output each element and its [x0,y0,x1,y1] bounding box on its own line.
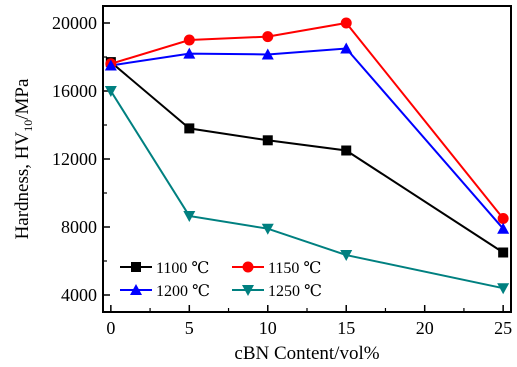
series-line-3 [110,47,504,230]
series-lines [109,21,504,290]
axis-tick-labels: 0 5 10 15 20 25 4000 8000 12000 16000 20000 [52,13,512,338]
series-line-1 [110,61,504,254]
series-3-point [261,48,274,60]
series-markers [104,17,510,295]
y-axis-title-suffix: /MPa [12,78,33,120]
legend-marker [130,284,142,295]
series-3-point [497,222,510,234]
legend-marker [242,261,254,273]
x-tick-label: 25 [494,318,512,338]
series-4-point [497,283,510,295]
legend-label: 1100 ℃ [156,260,209,277]
series-4-point [104,86,117,97]
legend-item-4: 1250 ℃ [232,283,322,300]
series-3-point [104,59,117,71]
y-tick-label: 8000 [61,217,97,237]
series-2-point [340,17,352,29]
series-1-point [498,247,509,258]
series-4-point [183,210,196,222]
legend-label: 1150 ℃ [268,260,321,277]
x-tick-label: 10 [259,318,277,338]
y-tick-label: 12000 [52,149,97,169]
plot-frame [102,5,512,313]
y-tick-label: 16000 [52,81,97,101]
x-tick-label: 20 [416,318,434,338]
legend-item-1: 1100 ℃ [120,260,209,277]
series-3-point [340,42,353,54]
y-axis-title: Hardness, HV10/MPa [12,78,35,239]
legend: 1100 ℃ 1150 ℃ 1200 ℃ 1250 ℃ [120,260,322,300]
series-3-point [183,47,196,59]
legend-marker [242,285,254,296]
series-1-point [341,145,352,156]
x-tick-label: 5 [185,318,194,338]
legend-label: 1250 ℃ [268,283,322,300]
y-axis-title-subscript: 10 [21,120,35,132]
series-line-4 [109,90,504,290]
series-4-point [340,250,353,262]
legend-label: 1200 ℃ [156,283,210,300]
series-2-point [183,34,195,46]
y-tick-label: 4000 [61,285,97,305]
series-1-point [262,135,273,146]
series-2-point [262,31,274,43]
legend-item-2: 1150 ℃ [232,260,321,277]
series-2-point [497,213,509,224]
x-tick-label: 0 [106,318,115,338]
legend-item-3: 1200 ℃ [120,283,210,300]
series-4-point [261,223,274,235]
y-tick-label: 20000 [52,13,97,33]
x-tick-label: 15 [337,318,355,338]
x-axis-title: cBN Content/vol% [234,343,379,364]
series-1-point [184,123,195,134]
y-axis-title-prefix: Hardness, HV [12,131,33,239]
legend-marker [131,262,141,272]
